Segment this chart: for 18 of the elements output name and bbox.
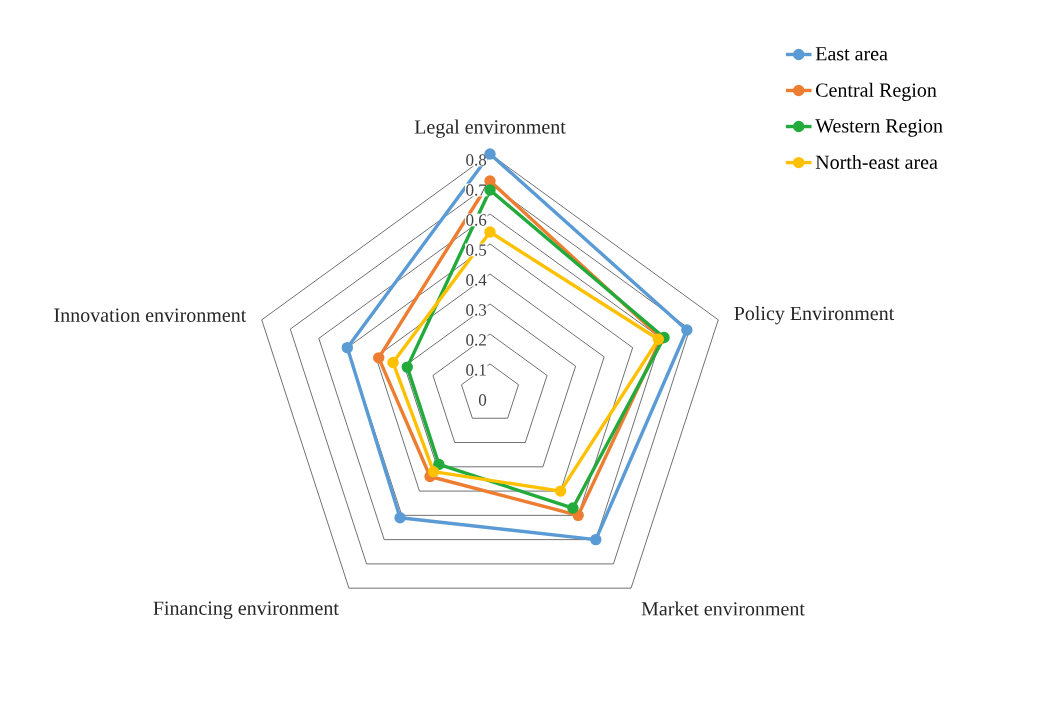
y-tick-label: 0.8 [466, 154, 487, 166]
y-tick-label: 0.7 [466, 184, 487, 196]
spoke-label: Legal environment [414, 119, 566, 138]
y-tick-label: 0 [478, 394, 487, 406]
legend-label: Western Region [815, 119, 943, 137]
legend-label: North-east area [815, 154, 938, 169]
y-tick-label: 0.3 [466, 304, 487, 316]
legend-label: East area [815, 47, 888, 61]
spoke-label: Policy Environment [734, 306, 895, 325]
y-tick-label: 0.5 [466, 244, 487, 256]
y-tick-label: 0.1 [466, 364, 486, 376]
y-tick-label: 0.4 [466, 274, 487, 286]
y-tick-label: 0.6 [466, 214, 487, 226]
legend-label: Central Region [816, 82, 937, 101]
spoke-label: Innovation environment [54, 308, 247, 322]
spoke-label: Financing environment [153, 601, 339, 620]
y-tick-label: 0.2 [466, 334, 486, 346]
spoke-label: Market environment [641, 601, 805, 616]
